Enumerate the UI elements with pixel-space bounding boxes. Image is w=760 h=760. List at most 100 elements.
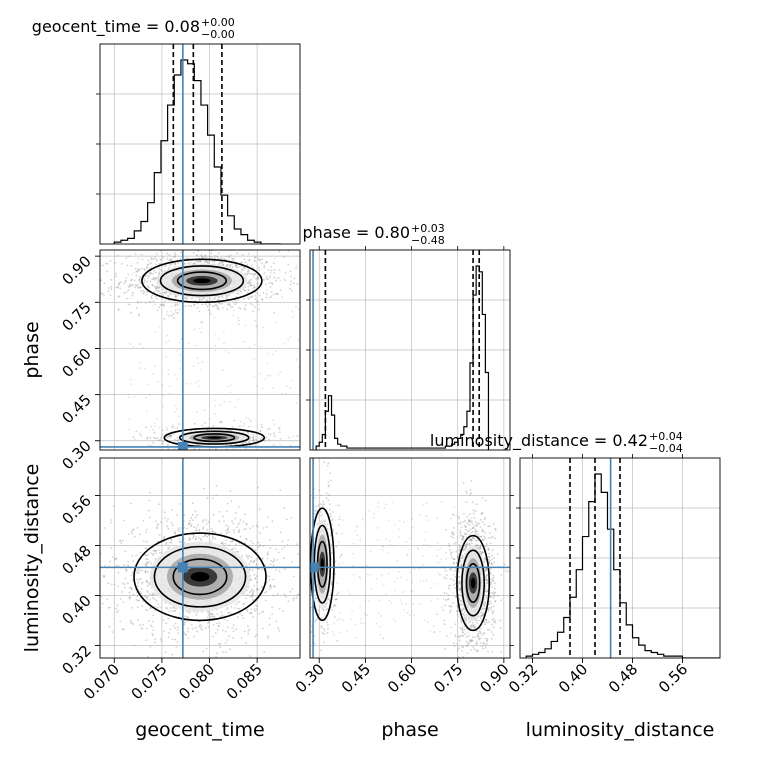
sample-point xyxy=(173,438,176,441)
sample-point xyxy=(289,287,291,290)
sample-point xyxy=(292,597,295,600)
sample-point xyxy=(481,611,483,614)
sample-point xyxy=(352,564,354,567)
sample-point xyxy=(452,533,455,536)
sample-point xyxy=(196,630,198,633)
sample-point xyxy=(256,587,258,590)
sample-point xyxy=(455,610,458,613)
sample-point xyxy=(111,631,114,633)
sample-point xyxy=(465,616,467,619)
sample-point xyxy=(165,436,168,439)
sample-point xyxy=(445,599,447,601)
sample-point xyxy=(452,579,455,582)
sample-point xyxy=(453,562,455,565)
sample-point xyxy=(107,287,110,289)
sample-point xyxy=(123,628,125,631)
sample-point xyxy=(156,260,159,262)
sample-point xyxy=(467,635,470,637)
sample-point xyxy=(488,556,491,558)
sample-point xyxy=(456,642,459,645)
sample-point xyxy=(285,392,288,395)
sample-point xyxy=(168,434,171,437)
sample-point xyxy=(417,548,420,550)
sample-point xyxy=(295,305,297,308)
sample-point xyxy=(484,602,487,605)
sample-point xyxy=(359,577,362,580)
sample-point xyxy=(388,539,391,542)
sample-point xyxy=(327,462,330,465)
sample-point xyxy=(465,543,468,546)
sample-point xyxy=(102,294,105,297)
sample-point xyxy=(195,536,198,538)
sample-point xyxy=(232,637,234,640)
sample-point xyxy=(310,625,313,627)
sample-point xyxy=(260,298,263,301)
sample-point xyxy=(158,306,160,309)
sample-point xyxy=(133,396,136,398)
sample-point xyxy=(392,501,394,504)
sample-point xyxy=(242,424,245,427)
sample-point xyxy=(231,257,233,260)
sample-point xyxy=(191,297,193,300)
sample-point xyxy=(240,261,243,264)
sample-point xyxy=(251,569,254,571)
sample-point xyxy=(198,529,201,532)
sample-point xyxy=(314,509,316,512)
sample-point xyxy=(183,262,186,265)
sample-point xyxy=(153,422,156,425)
sample-point xyxy=(169,434,172,437)
sample-point xyxy=(487,650,489,653)
sample-point xyxy=(202,526,205,529)
sample-point xyxy=(157,287,159,289)
sample-point xyxy=(245,597,248,600)
sample-point xyxy=(361,518,364,521)
sample-point xyxy=(152,372,154,375)
sample-point xyxy=(460,526,463,529)
sample-point xyxy=(341,561,344,564)
sample-point xyxy=(150,552,152,555)
sample-point xyxy=(491,623,493,626)
sample-point xyxy=(249,612,252,615)
sample-point xyxy=(193,304,196,307)
sample-point xyxy=(292,599,295,601)
sample-point xyxy=(135,571,138,574)
sample-point xyxy=(198,299,201,302)
sample-point xyxy=(473,525,475,527)
sample-point xyxy=(212,425,215,427)
sample-point xyxy=(337,541,340,543)
sample-point xyxy=(235,246,237,248)
sample-point xyxy=(483,661,485,663)
sample-point xyxy=(119,540,121,542)
sample-point xyxy=(148,301,151,303)
sample-point xyxy=(462,549,465,552)
sample-point xyxy=(149,262,152,264)
sample-point xyxy=(278,250,281,253)
sample-point xyxy=(486,628,489,631)
sample-point xyxy=(223,258,226,261)
sample-point xyxy=(149,624,152,627)
sample-point xyxy=(253,256,256,259)
sample-point xyxy=(137,286,140,289)
sample-point xyxy=(412,603,415,605)
sample-point xyxy=(462,656,465,658)
sample-point xyxy=(492,522,495,525)
sample-point xyxy=(483,601,486,603)
sample-point xyxy=(493,595,496,597)
sample-point xyxy=(257,276,259,279)
sample-point xyxy=(224,641,227,644)
sample-point xyxy=(479,690,481,692)
sample-point xyxy=(125,569,128,571)
sample-point xyxy=(129,378,132,381)
sample-point xyxy=(216,305,219,308)
sample-point xyxy=(306,578,308,580)
sample-point xyxy=(460,621,463,623)
sample-point xyxy=(436,561,439,564)
sample-point xyxy=(232,529,235,532)
sample-point xyxy=(218,302,221,305)
sample-point xyxy=(163,517,166,520)
sample-point xyxy=(491,549,494,551)
sample-point xyxy=(100,292,103,295)
sample-point xyxy=(314,620,317,623)
sample-point xyxy=(493,557,495,559)
sample-point xyxy=(474,626,477,628)
